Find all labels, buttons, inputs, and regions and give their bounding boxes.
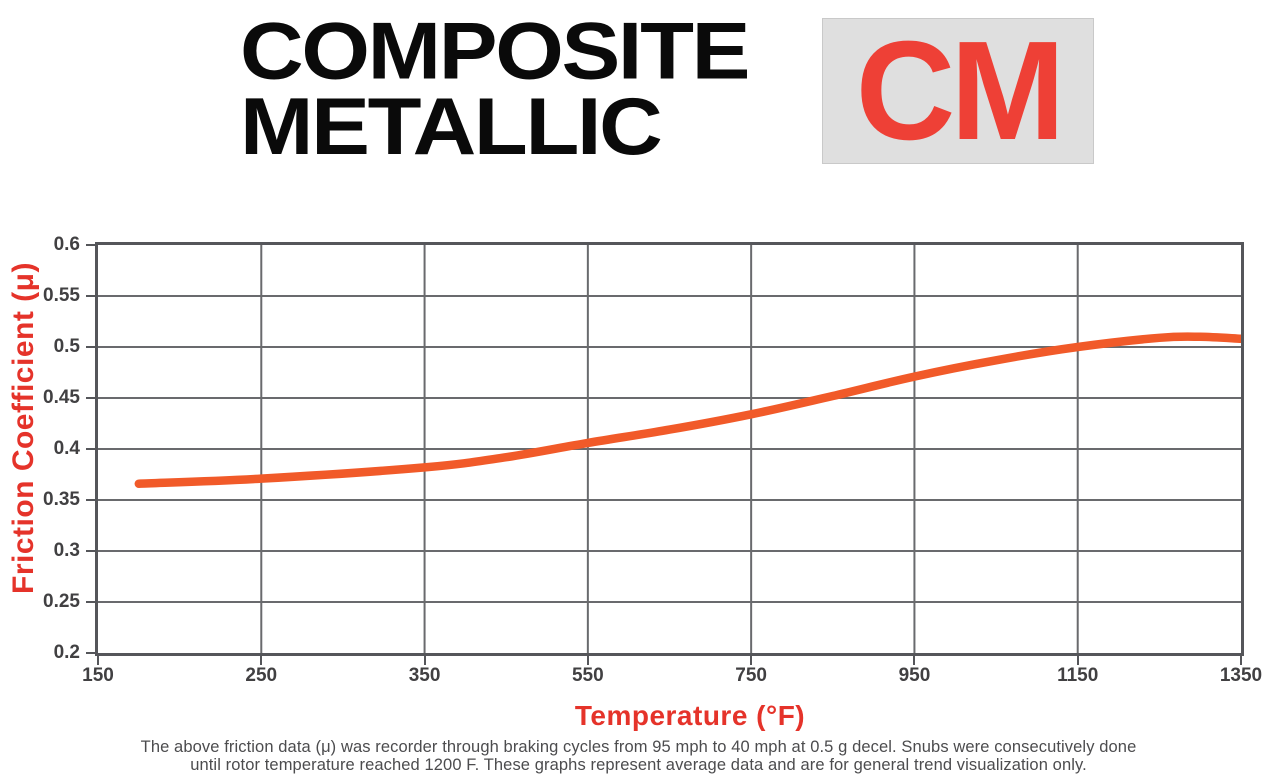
compound-code-badge: CM (822, 18, 1094, 164)
x-tick-mark (1240, 656, 1242, 665)
x-tick-mark (260, 656, 263, 665)
x-tick-mark (97, 656, 99, 665)
y-tick-mark (86, 652, 95, 654)
y-tick-label: 0.4 (53, 438, 80, 459)
y-tick-label: 0.2 (53, 642, 80, 663)
x-tick-mark (586, 656, 589, 665)
y-tick-mark (86, 601, 95, 603)
x-axis-title: Temperature (°F) (574, 700, 806, 731)
product-title-line1: COMPOSITE (240, 6, 750, 97)
disclaimer-line1: The above friction data (μ) was recorder… (140, 738, 1137, 756)
x-tick-label: 1150 (1057, 665, 1099, 686)
y-tick-mark (86, 346, 95, 348)
y-tick-mark (86, 295, 95, 297)
y-tick-label: 0.6 (53, 234, 80, 255)
compound-code-text: CM (855, 12, 1066, 170)
y-tick-label: 0.5 (53, 336, 80, 357)
x-tick-label: 150 (82, 665, 114, 686)
x-tick-mark (913, 656, 916, 665)
y-tick-label: 0.3 (53, 540, 80, 561)
x-tick-label: 750 (735, 665, 767, 686)
plot-canvas (98, 245, 1241, 653)
product-title: COMPOSITE METALLIC (240, 6, 750, 172)
x-tick-label: 550 (571, 665, 604, 686)
y-tick-label: 0.25 (43, 591, 80, 612)
x-tick-label: 950 (898, 665, 931, 686)
y-tick-label: 0.35 (43, 489, 80, 510)
y-tick-mark (86, 448, 95, 450)
y-tick-mark (86, 397, 95, 399)
y-tick-mark (86, 550, 95, 552)
y-tick-label: 0.45 (43, 387, 80, 408)
x-tick-label: 250 (245, 665, 278, 686)
x-tick-mark (423, 656, 426, 665)
y-tick-mark (86, 244, 95, 246)
x-tick-label: 1350 (1219, 665, 1263, 686)
x-tick-mark (1076, 656, 1079, 665)
y-tick-label: 0.55 (43, 285, 80, 306)
x-tick-mark (750, 656, 753, 665)
plot-area (95, 242, 1244, 656)
disclaimer: The above friction data (μ) was recorder… (0, 738, 1277, 774)
x-tick-label: 350 (408, 665, 441, 686)
y-tick-mark (86, 499, 95, 501)
disclaimer-line2: until rotor temperature reached 1200 F. … (190, 756, 1087, 774)
friction-curve (134, 332, 1241, 488)
product-title-line2: METALLIC (240, 81, 663, 172)
